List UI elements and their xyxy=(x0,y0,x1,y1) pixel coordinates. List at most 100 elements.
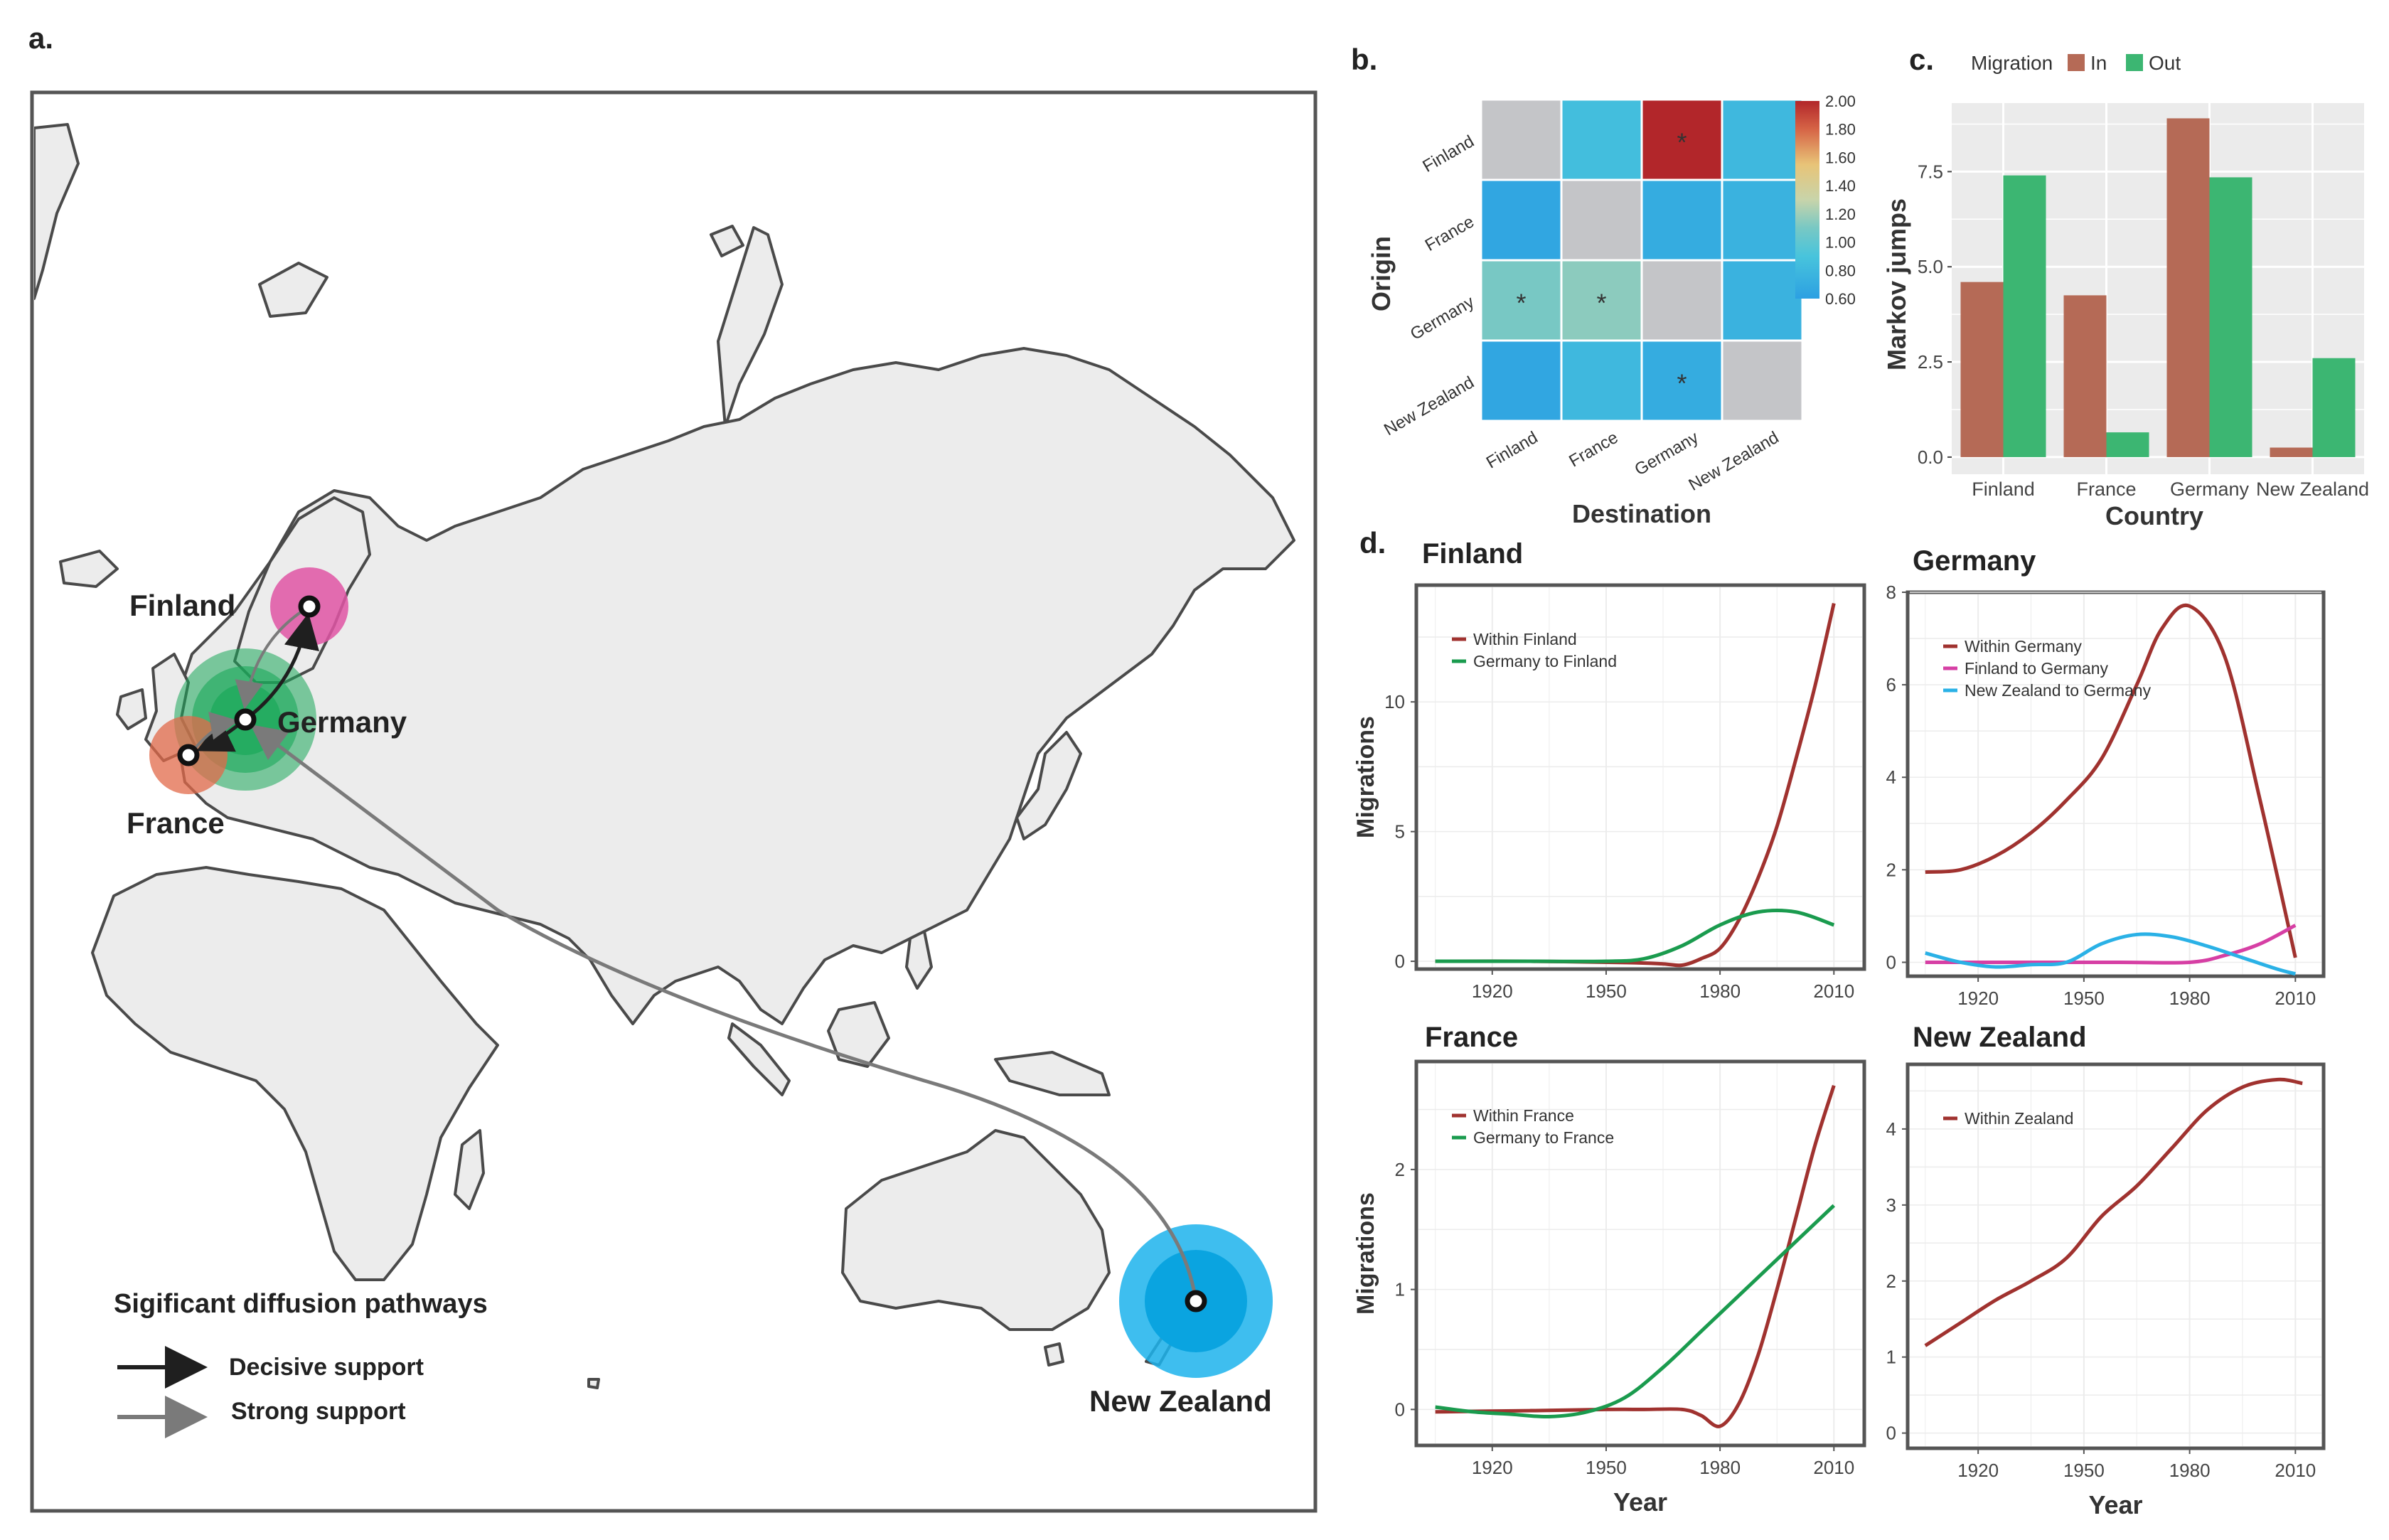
heatmap-cell-france-to-france xyxy=(1560,178,1643,262)
heatmap-col-label: France xyxy=(1566,428,1621,471)
heatmap-cell-new-zealand-to-new-zealand xyxy=(1721,339,1804,422)
line-series-new-zealand-to-germany xyxy=(1925,932,2296,976)
landmass-novaya-zemlya xyxy=(717,226,784,428)
line-legend-label: Germany to Finland xyxy=(1473,652,1617,670)
landmass-philippines xyxy=(905,930,933,990)
line-y-tick-label: 2 xyxy=(1886,859,1896,880)
bar-y-tick-label: 2.5 xyxy=(1918,351,1943,373)
bar-in-finland xyxy=(1960,282,2004,457)
heatmap-col-label: Germany xyxy=(1632,428,1702,480)
colorbar-tick-label: 1.20 xyxy=(1825,205,1856,223)
line-x-tick-label: 2010 xyxy=(1813,980,1854,1002)
heatmap-cell-france-to-germany xyxy=(1640,178,1723,262)
line-y-tick-label: 8 xyxy=(1886,582,1896,603)
landmass-sumatra xyxy=(727,1022,791,1096)
map-legend: Sigificant diffusion pathways Decisive s… xyxy=(114,1289,488,1438)
line-plot-frame xyxy=(1414,1059,1866,1448)
line-y-tick-label: 4 xyxy=(1886,766,1896,788)
heatmap-cell-germany-to-new-zealand xyxy=(1721,259,1804,342)
line-legend-label: Within Germany xyxy=(1965,637,2082,656)
line-x-tick-label: 1920 xyxy=(1472,1457,1513,1478)
bar-chart-panel: Finland France Germany New Zealand 0.0 2.5 5.0… xyxy=(1882,52,2369,530)
bar-y-axis-title: Markov jumps xyxy=(1882,198,1911,370)
bar-in-france xyxy=(2063,295,2107,457)
line-y-axis-title: Migrations xyxy=(1352,1192,1379,1315)
line-series-within-germany xyxy=(1925,603,2297,958)
landmass-tasmania xyxy=(1044,1342,1064,1367)
landmass-africa xyxy=(91,866,499,1281)
line-x-tick-label: 1980 xyxy=(1699,1457,1741,1478)
landmass-ireland xyxy=(116,688,147,730)
line-y-tick-label: 4 xyxy=(1886,1118,1896,1140)
landmass-eurasia xyxy=(176,347,1295,1025)
bar-out-finland xyxy=(2003,175,2046,457)
map-panel: Finland Germany France New Zealand Sigif… xyxy=(30,90,1318,1513)
bar-legend-label-out: Out xyxy=(2149,52,2181,74)
heatmap-cell-france-to-new-zealand xyxy=(1721,178,1804,262)
bar-x-tick-label: Finland xyxy=(1972,478,2035,500)
landmass-iceland xyxy=(59,550,119,588)
heatmap-cell-new-zealand-to-germany xyxy=(1640,339,1723,422)
line-y-tick-label: 0 xyxy=(1395,1399,1405,1420)
line-y-tick-label: 0 xyxy=(1395,951,1405,972)
line-x-tick-label: 1980 xyxy=(2169,1460,2211,1481)
line-plot-frame xyxy=(1906,590,2326,978)
heatmap-x-axis-title: Destination xyxy=(1572,499,1711,528)
line-x-tick-label: 1920 xyxy=(1472,980,1513,1002)
landmass-small-island xyxy=(587,1378,600,1389)
heatmap-significance-marker: * xyxy=(1596,289,1606,318)
line-x-tick-label: 2010 xyxy=(2275,1460,2316,1481)
line-y-tick-label: 1 xyxy=(1886,1347,1896,1368)
heatmap-cell-finland-to-france xyxy=(1560,98,1643,181)
landmass-australia xyxy=(841,1129,1111,1331)
heatmap-cell-new-zealand-to-finland xyxy=(1480,339,1563,422)
line-chart-title: Germany xyxy=(1913,545,2036,577)
line-y-tick-label: 6 xyxy=(1886,674,1896,695)
line-x-tick-label: 1950 xyxy=(2063,1460,2105,1481)
bar-y-tick-label: 0.0 xyxy=(1918,447,1943,468)
line-x-axis-title: Year xyxy=(2088,1490,2142,1519)
line-legend-label: Within France xyxy=(1473,1106,1574,1125)
line-plot-frame xyxy=(1906,1062,2326,1450)
heatmap-col-label: Finland xyxy=(1483,428,1541,473)
bar-out-new-zealand xyxy=(2312,358,2356,457)
line-y-tick-label: 0 xyxy=(1886,951,1896,973)
line-chart-finland: 1920 1950 1980 2010 0 5 10 Within Finland German… xyxy=(1352,538,1866,1002)
line-x-tick-label: 1980 xyxy=(2169,988,2211,1009)
colorbar-tick-label: 0.80 xyxy=(1825,262,1856,279)
heatmap-y-axis-title: Origin xyxy=(1367,236,1396,311)
arrow-finland-to-germany xyxy=(235,606,309,710)
bar-in-new-zealand xyxy=(2270,447,2313,457)
line-legend-label: Germany to France xyxy=(1473,1128,1614,1147)
bar-out-france xyxy=(2106,432,2149,457)
bar-x-tick-label: Germany xyxy=(2170,478,2250,500)
line-y-tick-label: 2 xyxy=(1395,1159,1405,1180)
map-legend-title: Sigificant diffusion pathways xyxy=(114,1289,488,1319)
map-label-france: France xyxy=(127,806,225,840)
line-x-tick-label: 1920 xyxy=(1957,1460,1999,1481)
panel-label-c: c. xyxy=(1909,43,1934,76)
line-chart-title: New Zealand xyxy=(1913,1022,2087,1053)
heatmap-significance-marker: * xyxy=(1677,369,1687,398)
map-label-germany: Germany xyxy=(277,705,407,739)
panel-label-b: b. xyxy=(1351,43,1377,76)
bar-x-axis-title: Country xyxy=(2105,501,2203,530)
bar-in-germany xyxy=(2166,118,2210,457)
heatmap-cell-germany-to-germany xyxy=(1640,259,1723,342)
line-chart-title: Finland xyxy=(1422,538,1523,570)
line-y-tick-label: 10 xyxy=(1384,691,1405,712)
node-france xyxy=(177,744,200,766)
legend-label-strong: Strong support xyxy=(231,1398,406,1425)
landmass-arctic-island xyxy=(258,262,328,318)
landmass-borneo xyxy=(827,1001,890,1068)
line-x-axis-title: Year xyxy=(1613,1487,1667,1517)
map-label-new-zealand: New Zealand xyxy=(1089,1384,1272,1418)
arrow-germany-to-finland xyxy=(244,613,319,722)
heatmap-cell-finland-to-finland xyxy=(1480,98,1563,181)
line-series-finland-to-germany xyxy=(1925,924,2297,965)
bar-y-tick-label: 5.0 xyxy=(1918,256,1943,277)
line-legend-label: Finland to Germany xyxy=(1965,659,2108,678)
map-label-finland: Finland xyxy=(129,589,235,622)
